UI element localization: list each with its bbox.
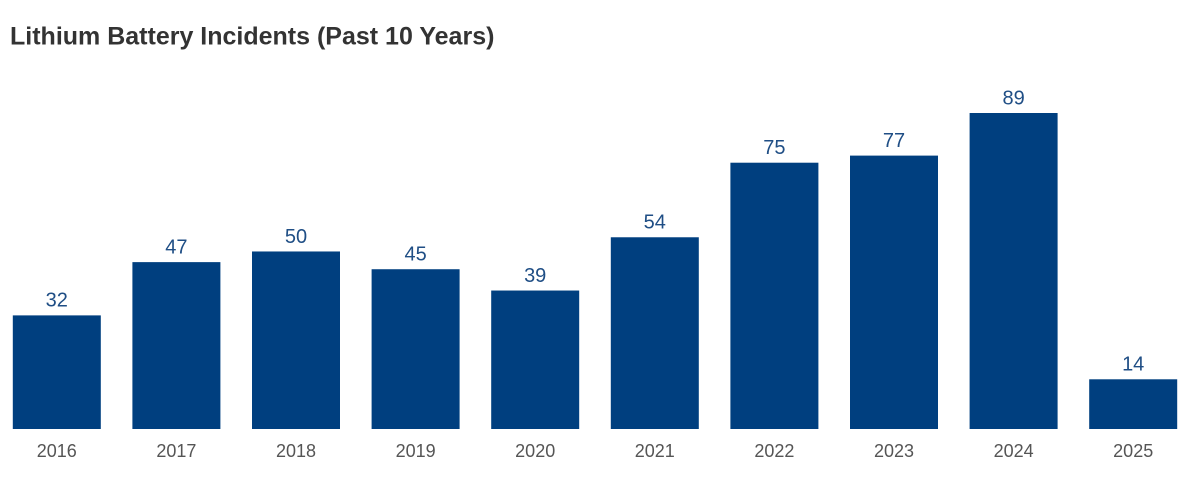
x-tick-label: 2020 [515, 441, 555, 461]
bar [12, 315, 101, 429]
value-label: 75 [763, 137, 785, 159]
value-label: 77 [883, 130, 905, 152]
bar [850, 155, 938, 429]
value-label: 32 [46, 290, 68, 312]
x-tick-label: 2016 [37, 441, 77, 461]
bar [371, 269, 460, 429]
value-label: 39 [524, 265, 546, 287]
bar [1089, 379, 1178, 429]
x-tick-label: 2024 [994, 441, 1034, 461]
x-tick-label: 2017 [156, 441, 196, 461]
chart-title: Lithium Battery Incidents (Past 10 Years… [10, 23, 494, 51]
x-tick-label: 2018 [276, 441, 316, 461]
bar [491, 290, 580, 429]
x-tick-label: 2022 [754, 441, 794, 461]
value-label: 45 [404, 244, 426, 266]
bar [969, 113, 1058, 429]
bar [610, 237, 699, 429]
value-label: 50 [285, 226, 307, 248]
x-tick-label: 2023 [874, 441, 914, 461]
bar [132, 262, 221, 429]
x-tick-label: 2025 [1113, 441, 1153, 461]
x-tick-label: 2021 [635, 441, 675, 461]
value-label: 54 [644, 212, 666, 234]
bar [730, 162, 819, 429]
bar [252, 251, 340, 429]
value-label: 47 [165, 236, 187, 258]
value-label: 14 [1122, 354, 1144, 376]
value-label: 89 [1002, 87, 1024, 109]
x-tick-label: 2019 [396, 441, 436, 461]
